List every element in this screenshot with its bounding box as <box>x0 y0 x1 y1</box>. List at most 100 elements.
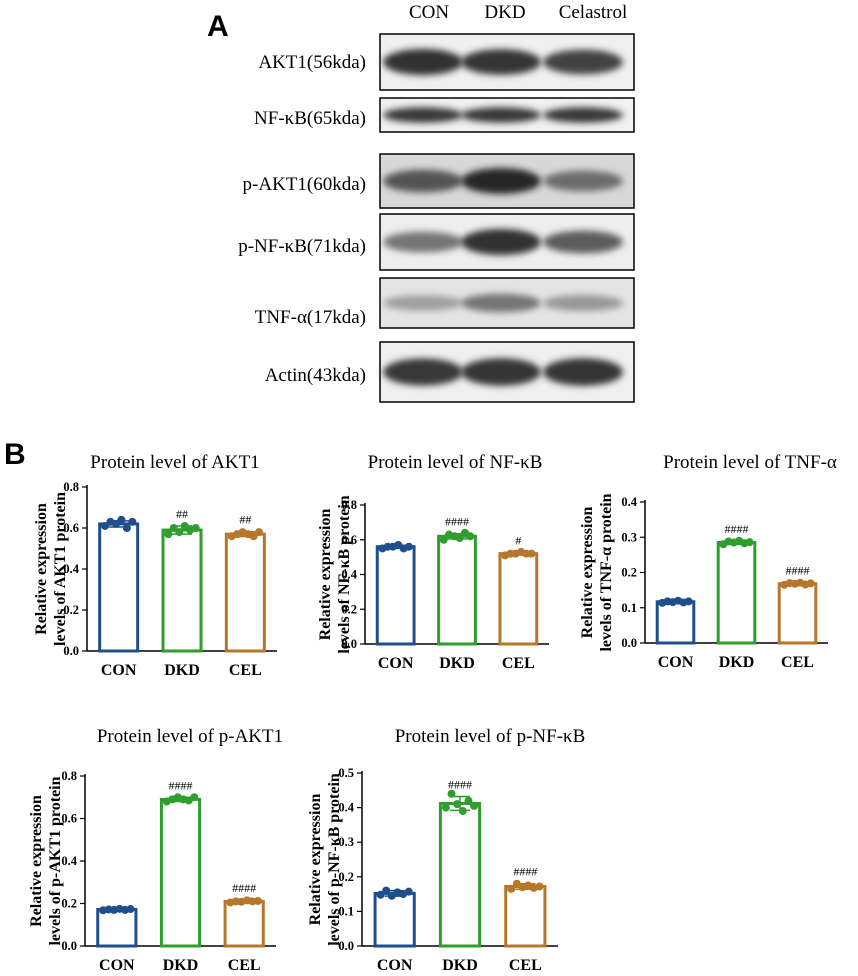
blot-band-5-1 <box>461 358 541 386</box>
y-tick-label: 0.0 <box>621 636 637 650</box>
data-point <box>253 896 262 905</box>
blot-label-p-akt1: p-AKT1(60kda) <box>242 174 366 195</box>
chart-0: Protein level of AKT1 Relative expression… <box>33 452 277 679</box>
lane-header-dkd: DKD <box>484 2 526 23</box>
y-tick-label: 0.4 <box>341 568 357 582</box>
data-point <box>190 793 199 802</box>
data-point <box>507 884 516 893</box>
y-tick-label: 0.4 <box>63 562 79 576</box>
blot-label-tnf-a: TNF-α(17kda) <box>254 307 366 328</box>
bar-dkd <box>438 801 482 948</box>
y-axis-label-line: Relative expression <box>28 795 45 927</box>
chart-1: Protein level of NF-κB Relative expressio… <box>317 452 549 672</box>
significance-mark: #### <box>445 515 469 529</box>
x-tick-label: CON <box>377 957 413 974</box>
y-axis-label-line: Relative expression <box>317 509 334 641</box>
blot-band-0-1 <box>461 49 541 75</box>
chart-3: Protein level of p-AKT1 Relative expressi… <box>28 726 283 974</box>
blot-band-3-0 <box>383 231 463 253</box>
bar-con <box>96 907 138 948</box>
blot-band-2-1 <box>461 168 541 194</box>
bar-cel <box>223 899 265 948</box>
data-point <box>376 890 385 899</box>
blot-band-4-0 <box>383 295 463 311</box>
blot-band-4-1 <box>461 293 541 313</box>
data-point <box>122 524 131 532</box>
y-axis-label: Relative expression levels of TNF-α prote… <box>579 493 615 651</box>
x-tick-label: CEL <box>502 655 535 672</box>
panel-b-letter: B <box>4 438 26 471</box>
y-axis-label-line: levels of TNF-α protein <box>598 493 615 651</box>
chart-2: Protein level of TNF-α Relative expressio… <box>579 452 837 671</box>
blot-band-2-0 <box>383 169 463 193</box>
y-axis-label-line: Relative expression <box>579 507 596 639</box>
y-tick-label: 0.0 <box>338 939 354 953</box>
y-axis-label-line: levels of p-NF-κB protein <box>326 773 343 946</box>
data-point <box>439 535 448 544</box>
significance-mark: #### <box>513 865 537 879</box>
data-point <box>249 532 258 541</box>
chart-title: Protein level of NF-κB <box>368 452 543 473</box>
y-tick-label: 0.8 <box>341 498 357 512</box>
significance-mark: #### <box>448 778 472 792</box>
data-point <box>447 789 456 798</box>
y-tick-label: 0.1 <box>621 601 637 615</box>
data-point <box>128 517 137 526</box>
data-point <box>806 579 815 588</box>
blot-label-actin: Actin(43kda) <box>264 365 366 386</box>
y-tick-label: 0.2 <box>338 870 354 884</box>
bar-con <box>655 600 696 645</box>
data-point <box>745 538 754 547</box>
data-point <box>464 796 473 805</box>
y-axis-label: Relative expression levels of NF-κB prote… <box>317 495 353 653</box>
bar-dkd <box>437 534 477 646</box>
y-tick-label: 0.4 <box>61 854 77 868</box>
data-point <box>404 887 413 896</box>
x-tick-label: CON <box>101 662 137 679</box>
blot-band-4-2 <box>543 294 623 312</box>
data-point <box>684 597 693 606</box>
y-tick-label: 0.4 <box>621 495 637 509</box>
x-tick-label: CON <box>658 654 694 671</box>
chart-title: Protein level of TNF-α <box>663 452 837 473</box>
x-tick-label: CEL <box>509 957 542 974</box>
data-point <box>382 886 391 895</box>
y-tick-label: 0.2 <box>621 566 637 580</box>
y-tick-label: 0.4 <box>338 801 354 815</box>
x-tick-label: CEL <box>781 654 814 671</box>
data-point <box>126 905 135 914</box>
chart-title: Protein level of p-NF-κB <box>395 726 586 747</box>
x-tick-label: CON <box>99 957 135 974</box>
data-point <box>111 519 120 528</box>
y-tick-label: 0.0 <box>61 939 77 953</box>
significance-mark: # <box>515 533 521 547</box>
y-tick-label: 0.3 <box>621 530 637 544</box>
significance-mark: #### <box>169 778 193 792</box>
blot-band-3-1 <box>461 228 541 256</box>
y-tick-label: 0.6 <box>63 521 79 535</box>
data-point <box>470 801 479 810</box>
significance-mark: #### <box>725 522 749 536</box>
x-tick-label: CEL <box>229 662 262 679</box>
data-point <box>117 515 126 524</box>
significance-mark: #### <box>232 881 256 895</box>
chart-title: Protein level of AKT1 <box>90 452 259 473</box>
x-tick-label: DKD <box>163 957 199 974</box>
lane-header-celastrol: Celastrol <box>558 2 628 23</box>
significance-mark: ## <box>176 507 188 521</box>
blot-band-0-0 <box>383 48 463 76</box>
bar-cel <box>777 582 818 645</box>
y-tick-label: 0.2 <box>61 897 77 911</box>
western-blot-panel <box>379 33 635 403</box>
x-tick-label: CEL <box>228 957 261 974</box>
data-point <box>169 524 178 532</box>
blot-label-p-nfkb: p-NF-κB(71kda) <box>238 236 366 257</box>
bar-dkd <box>159 797 202 948</box>
data-point <box>458 807 467 816</box>
y-tick-label: 0.1 <box>338 904 354 918</box>
blot-band-1-0 <box>383 107 463 123</box>
panel-a-letter: A <box>207 10 229 43</box>
bar-cel <box>504 884 547 948</box>
chart-4: Protein level of p-NF-κB Relative express… <box>307 726 585 974</box>
